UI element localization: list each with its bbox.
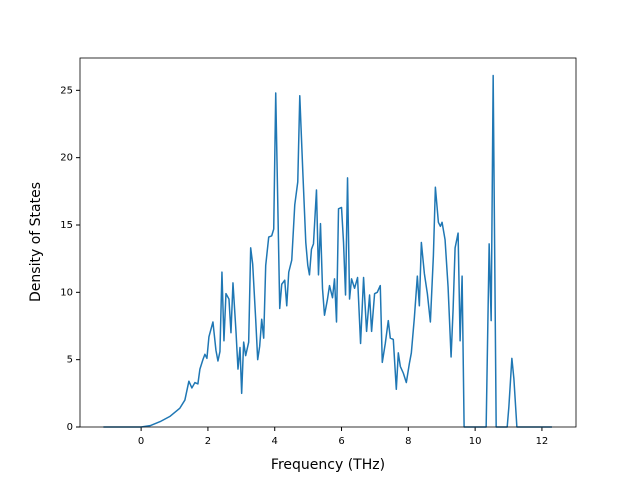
plot-frame [79,57,577,428]
x-tick-label: 6 [338,436,344,447]
y-tick-label: 10 [60,287,73,298]
x-tick-label: 2 [205,436,211,447]
x-tick-label: 10 [469,436,482,447]
x-tick-label: 12 [536,436,549,447]
y-tick-label: 0 [67,422,73,433]
x-tick-label: 8 [405,436,411,447]
x-tick-label: 0 [138,436,144,447]
y-tick-label: 5 [67,355,73,366]
y-tick-label: 25 [60,85,73,96]
x-axis-label: Frequency (THz) [271,457,385,473]
y-tick-label: 20 [60,153,73,164]
data-line [103,74,552,428]
y-tick-label: 15 [60,220,73,231]
y-axis-label: Density of States [28,182,44,302]
x-tick-label: 4 [272,436,278,447]
